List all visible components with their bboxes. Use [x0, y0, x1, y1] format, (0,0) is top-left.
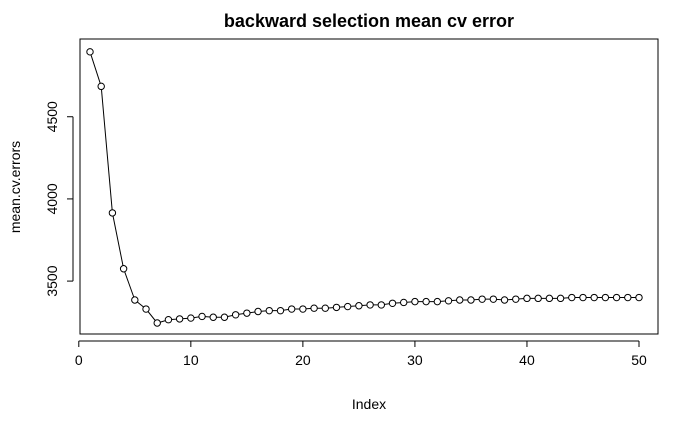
- data-point: [512, 295, 520, 303]
- data-point: [153, 319, 161, 327]
- x-axis: 0 10 20 30 40 50: [75, 340, 647, 368]
- data-point: [624, 293, 632, 302]
- data-point: [601, 293, 610, 302]
- data-point: [478, 295, 486, 303]
- data-point: [467, 296, 475, 304]
- data-point: [400, 298, 408, 307]
- data-point: [377, 301, 386, 309]
- data-point: [187, 314, 195, 322]
- x-tick-label: 0: [75, 352, 83, 368]
- data-point: [556, 294, 565, 303]
- data-point: [108, 209, 117, 217]
- y-tick-label: 3500: [44, 265, 60, 296]
- data-point: [220, 313, 229, 321]
- data-point: [523, 294, 531, 303]
- y-tick-label: 4500: [44, 101, 60, 132]
- y-axis: 3500 4000 4500: [44, 101, 74, 297]
- x-tick-label: 30: [407, 352, 423, 368]
- y-axis-label: mean.cv.errors: [7, 141, 23, 233]
- data-point: [456, 296, 464, 304]
- data-point: [142, 305, 150, 313]
- data-point: [299, 305, 307, 313]
- data-point: [388, 299, 397, 307]
- data-point: [489, 295, 498, 303]
- data-point: [444, 297, 453, 305]
- data-point: [287, 305, 296, 313]
- data-point: [422, 297, 430, 306]
- data-point: [276, 306, 285, 315]
- data-points: [86, 48, 643, 327]
- data-point: [119, 265, 128, 273]
- y-tick-label: 4000: [44, 183, 60, 214]
- data-point: [243, 309, 251, 317]
- data-point: [568, 293, 576, 302]
- data-point: [411, 297, 419, 306]
- data-point: [366, 301, 374, 309]
- data-point: [254, 307, 262, 316]
- data-point: [355, 302, 363, 310]
- data-point: [131, 296, 139, 304]
- data-point: [164, 316, 173, 324]
- x-tick-label: 20: [295, 352, 311, 368]
- x-axis-label: Index: [352, 396, 386, 412]
- data-point: [545, 294, 554, 303]
- data-point: [612, 293, 621, 302]
- data-point: [500, 296, 509, 304]
- data-point: [175, 315, 184, 323]
- data-point: [86, 48, 94, 56]
- data-point: [635, 293, 643, 302]
- x-tick-label: 50: [631, 352, 647, 368]
- x-tick-label: 10: [183, 352, 199, 368]
- data-point: [332, 303, 341, 312]
- data-point: [231, 311, 240, 319]
- data-point: [343, 302, 352, 311]
- data-point: [534, 294, 542, 303]
- data-point: [310, 304, 318, 312]
- data-point: [433, 297, 442, 306]
- data-point: [97, 82, 105, 91]
- plot-frame: [79, 38, 659, 335]
- data-point: [579, 293, 587, 302]
- series-line: [89, 51, 639, 324]
- data-point: [198, 312, 206, 321]
- chart-title: backward selection mean cv error: [224, 11, 514, 31]
- data-point: [321, 304, 329, 312]
- data-point: [209, 313, 217, 321]
- data-point: [265, 306, 273, 315]
- data-point: [590, 293, 598, 302]
- x-tick-label: 40: [519, 352, 535, 368]
